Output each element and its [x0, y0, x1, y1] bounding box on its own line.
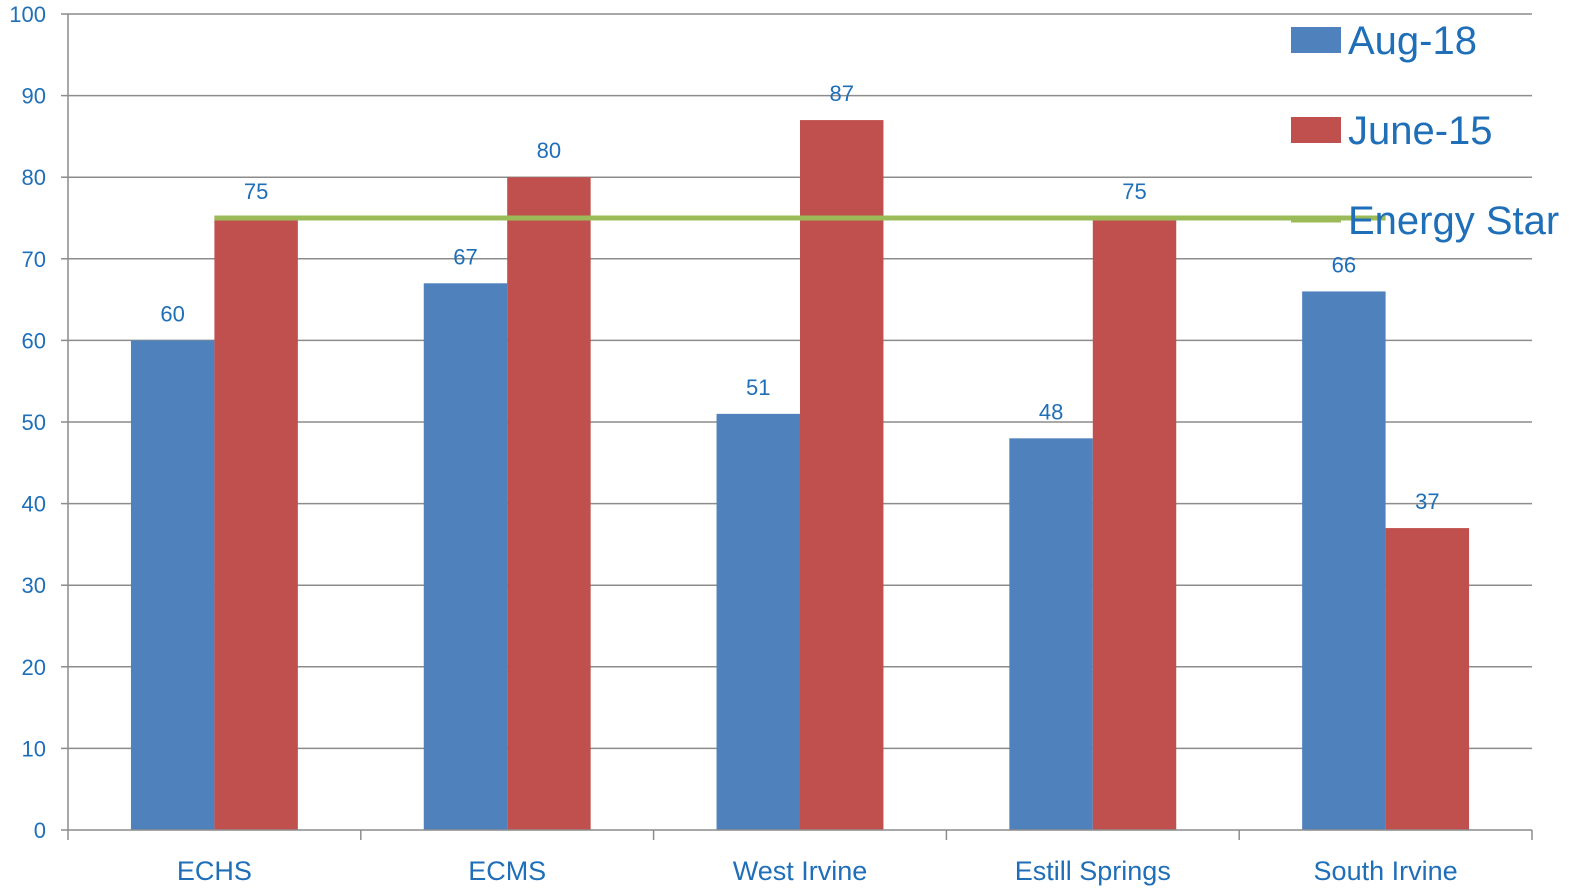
y-tick-label-10: 10: [22, 736, 46, 761]
y-tick-label-100: 100: [9, 2, 46, 27]
legend-label-june-15: June-15: [1348, 109, 1493, 153]
bar-aug-18-ecms: [423, 283, 508, 830]
x-tick-label-estill-springs: Estill Springs: [1015, 856, 1171, 886]
bars: [130, 120, 1470, 830]
legend: Aug-18 June-15 Energy Star: [1291, 19, 1559, 243]
axes: [67, 14, 1532, 831]
data-label-june-15-echs: 75: [244, 179, 268, 204]
bar-aug-18-south-irvine: [1302, 291, 1386, 830]
y-tick-label-20: 20: [22, 655, 46, 680]
y-tick-label-60: 60: [22, 328, 46, 353]
x-tick-label-south-irvine: South Irvine: [1314, 856, 1458, 886]
data-label-june-15-south-irvine: 37: [1415, 489, 1439, 514]
data-label-aug-18-estill-springs: 48: [1039, 399, 1063, 424]
y-tick-label-80: 80: [22, 165, 46, 190]
y-tick-label-40: 40: [22, 492, 46, 517]
bar-june-15-estill-springs: [1092, 218, 1177, 830]
x-axis-ticks: ECHS ECMS West Irvine Estill Springs South I…: [67, 830, 1533, 886]
x-tick-label-echs: ECHS: [177, 856, 252, 886]
y-tick-label-90: 90: [22, 84, 46, 109]
bar-june-15-south-irvine: [1385, 528, 1470, 830]
data-label-aug-18-echs: 60: [160, 301, 184, 326]
bar-aug-18-estill-springs: [1009, 438, 1093, 830]
data-label-june-15-west-irvine: 87: [829, 81, 853, 106]
data-label-aug-18-west-irvine: 51: [746, 375, 770, 400]
x-tick-label-ecms: ECMS: [468, 856, 546, 886]
legend-swatch-june-15: [1291, 117, 1341, 143]
data-labels: 60 75 67 80 51 87 48 75 66 37: [160, 81, 1439, 514]
bar-june-15-ecms: [507, 177, 591, 830]
y-tick-label-30: 30: [22, 573, 46, 598]
data-label-aug-18-south-irvine: 66: [1332, 252, 1356, 277]
x-tick-label-west-irvine: West Irvine: [733, 856, 868, 886]
bar-aug-18-west-irvine: [716, 413, 800, 830]
bar-june-15-echs: [214, 218, 298, 830]
y-tick-label-70: 70: [22, 247, 46, 272]
y-axis-ticks: 0 10 20 30 40 50 60 70 80 90 100: [9, 2, 68, 843]
y-tick-label-0: 0: [34, 818, 46, 843]
y-tick-label-50: 50: [22, 410, 46, 435]
data-label-aug-18-ecms: 67: [453, 244, 477, 269]
legend-label-energy-star: Energy Star: [1348, 199, 1559, 243]
bar-june-15-west-irvine: [800, 120, 884, 830]
legend-label-aug-18: Aug-18: [1348, 19, 1477, 63]
data-label-june-15-estill-springs: 75: [1122, 179, 1146, 204]
bar-aug-18-echs: [130, 340, 215, 830]
legend-swatch-aug-18: [1291, 27, 1341, 53]
data-label-june-15-ecms: 80: [537, 138, 561, 163]
